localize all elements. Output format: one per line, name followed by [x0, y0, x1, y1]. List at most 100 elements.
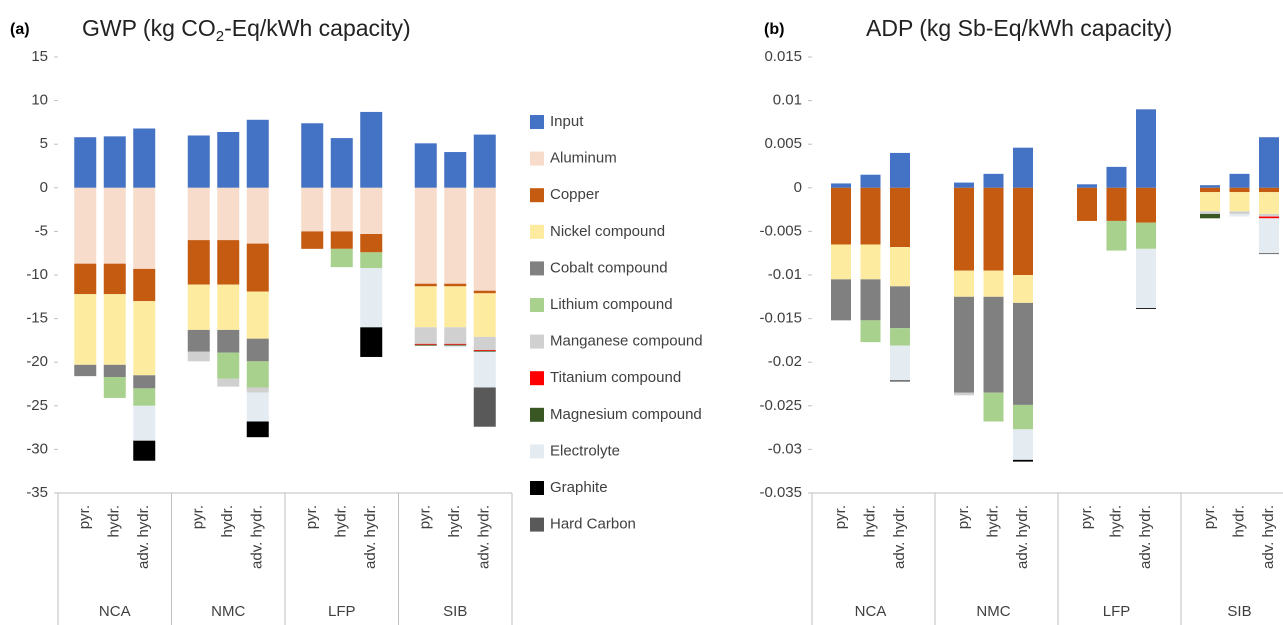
legend-label: Copper: [550, 186, 599, 203]
bar-segment: [954, 392, 974, 396]
bar-segment: [187, 135, 210, 188]
title-part: -Eq/kWh capacity): [224, 15, 411, 41]
x-tick-label: hydr.: [446, 505, 463, 538]
bar-segment: [187, 351, 210, 362]
y-tick-label: 0: [40, 179, 48, 196]
x-tick-label: adv. hydr.: [891, 505, 908, 569]
bar-segment: [473, 134, 496, 188]
bar-segment: [74, 187, 97, 264]
x-tick-label: hydr.: [106, 505, 123, 538]
x-tick-label: hydr.: [861, 505, 878, 538]
group-label: NMC: [211, 603, 245, 620]
bar-segment: [133, 187, 156, 269]
title-part: GWP (kg CO: [82, 15, 216, 41]
bar-segment: [1013, 147, 1033, 188]
bar-segment: [133, 268, 156, 302]
y-tick-label: -0.015: [759, 310, 802, 327]
x-tick-label: adv. hydr.: [1014, 505, 1031, 569]
bar-segment: [890, 345, 910, 381]
bar-segment: [860, 187, 881, 245]
bar-segment: [187, 284, 210, 330]
y-tick-label: -25: [26, 397, 48, 414]
bar-segment: [1200, 211, 1220, 214]
legend-swatch: [530, 188, 544, 203]
bar-segment: [414, 143, 437, 188]
bar-segment: [1136, 248, 1156, 309]
y-tick-label: -0.025: [759, 397, 802, 414]
bar-segment: [954, 182, 974, 188]
bar-segment: [983, 392, 1004, 422]
panel-label: (b): [764, 21, 784, 38]
group-label: SIB: [1227, 603, 1251, 620]
bar-segment: [360, 252, 383, 269]
group-label: LFP: [1103, 603, 1131, 620]
legend-label: Aluminum: [550, 150, 617, 167]
bar-segment: [890, 328, 910, 346]
bar-segment: [444, 283, 467, 287]
x-tick-label: hydr.: [984, 505, 1001, 538]
bar-segment: [1106, 220, 1127, 251]
bar-segment: [444, 344, 467, 346]
x-tick-label: adv. hydr.: [1137, 505, 1154, 569]
bar-segment: [1136, 187, 1156, 223]
bar-segment: [831, 244, 851, 280]
bar-segment: [1013, 459, 1033, 462]
bar-segment: [414, 344, 437, 346]
bar-segment: [473, 293, 496, 337]
y-tick-label: -30: [26, 440, 48, 457]
bar-segment: [133, 405, 156, 441]
bar-segment: [983, 187, 1004, 271]
bar-segment: [414, 286, 437, 328]
bar-segment: [1229, 211, 1250, 214]
legend-label: Magnesium compound: [550, 406, 702, 423]
bar-segment: [103, 377, 126, 398]
bar-segment: [1136, 109, 1156, 188]
bar-segment: [330, 231, 353, 249]
bar-segment: [1200, 187, 1220, 193]
bar-segment: [360, 234, 383, 253]
bar-segment: [860, 244, 881, 280]
bar-segment: [360, 268, 383, 328]
bar-segment: [1259, 187, 1279, 193]
bar-segment: [1136, 222, 1156, 249]
bar-segment: [246, 243, 269, 292]
bar-segment: [444, 187, 467, 284]
bar-segment: [74, 137, 97, 188]
legend-label: Nickel compound: [550, 223, 665, 240]
bar-segment: [1259, 218, 1279, 254]
bar-segment: [473, 351, 496, 388]
bar-segment: [217, 131, 240, 188]
legend-swatch: [530, 151, 544, 166]
bar-segment: [1013, 404, 1033, 430]
bar-segment: [103, 364, 126, 378]
bar-segment: [1106, 166, 1127, 188]
bar-segment: [1259, 213, 1279, 217]
group-label: LFP: [328, 603, 356, 620]
x-tick-label: hydr.: [219, 505, 236, 538]
bar-segment: [831, 279, 851, 321]
bar-segment: [74, 364, 97, 377]
bar-segment: [246, 291, 269, 339]
y-tick-label: 0: [794, 179, 802, 196]
y-tick-label: -0.02: [768, 353, 802, 370]
bar-segment: [217, 352, 240, 379]
y-tick-label: -5: [35, 222, 48, 239]
legend-label: Graphite: [550, 479, 608, 496]
y-tick-label: -0.01: [768, 266, 802, 283]
bar-segment: [74, 294, 97, 365]
bar-segment: [890, 187, 910, 248]
x-tick-label: adv. hydr.: [135, 505, 152, 569]
bar-segment: [246, 119, 269, 188]
bar-segment: [246, 421, 269, 438]
bar-segment: [74, 263, 97, 295]
legend-label: Electrolyte: [550, 442, 620, 459]
y-tick-label: 10: [31, 92, 48, 109]
panel-label: (a): [10, 21, 30, 38]
x-tick-label: pyr.: [303, 505, 320, 529]
bar-segment: [103, 294, 126, 365]
y-tick-label: 0.015: [764, 48, 802, 65]
y-tick-label: 0.005: [764, 135, 802, 152]
x-tick-label: hydr.: [333, 505, 350, 538]
bar-segment: [473, 290, 496, 294]
